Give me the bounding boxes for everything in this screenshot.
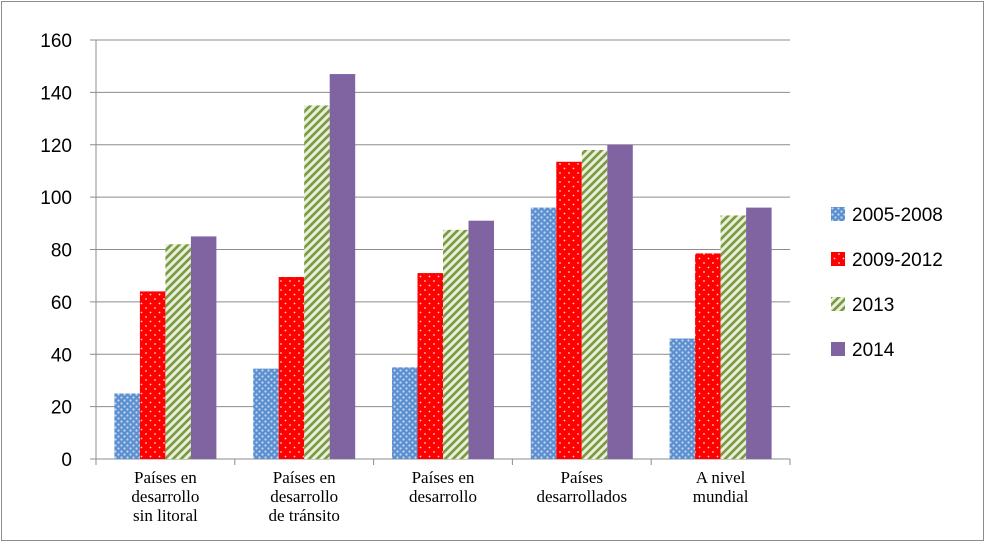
bar-2013-cat-0 <box>165 244 191 459</box>
y-tick-label: 40 <box>51 345 72 366</box>
legend-label: 2013 <box>852 295 894 316</box>
x-category-label: Países <box>561 468 604 487</box>
bar-2005-2008-cat-4 <box>669 338 696 459</box>
x-category-label: desarrollo <box>270 487 338 506</box>
bar-2009-2012-cat-1 <box>278 276 305 459</box>
y-tick-label: 80 <box>51 241 72 262</box>
x-category-label: desarrollo <box>409 487 477 506</box>
y-tick-label: 20 <box>51 398 72 419</box>
bar-2013-cat-2 <box>443 229 469 459</box>
bar-2014-cat-2 <box>468 220 494 459</box>
bar-2014-cat-1 <box>329 74 356 459</box>
legend-swatch <box>831 252 845 266</box>
bars <box>114 74 772 460</box>
y-tick-label: 0 <box>61 450 72 471</box>
bar-2009-2012-cat-0 <box>139 291 166 459</box>
x-category-label: sin litoral <box>133 506 198 525</box>
bar-2009-2012-cat-4 <box>695 253 721 459</box>
legend-swatch <box>831 207 845 221</box>
x-category-label: desarrollados <box>536 487 627 506</box>
y-tick-label: 60 <box>51 293 72 314</box>
x-category-label: A nivel <box>696 468 746 487</box>
x-category-label: de tránsito <box>269 506 340 525</box>
bar-2009-2012-cat-2 <box>417 273 443 459</box>
legend: 2005-2008 2009-2012 2013 2014 <box>831 205 943 361</box>
bar-2014-cat-4 <box>746 207 772 459</box>
y-tick-label: 160 <box>40 31 72 52</box>
bar-2014-cat-0 <box>190 236 217 459</box>
legend-label: 2005-2008 <box>852 205 943 226</box>
legend-swatch <box>831 342 845 356</box>
bar-2013-cat-4 <box>720 215 747 459</box>
x-category-label: mundial <box>693 487 749 506</box>
x-category-label: Países en <box>412 468 475 487</box>
legend-label: 2014 <box>852 340 895 361</box>
bar-2009-2012-cat-3 <box>556 161 582 459</box>
y-tick-label: 120 <box>40 136 72 157</box>
bar-2013-cat-3 <box>581 149 608 460</box>
x-category-label: Países en <box>273 468 336 487</box>
bar-2014-cat-3 <box>607 144 633 459</box>
y-tick-labels: 0 20 40 60 80 100 120 140 160 <box>40 31 72 471</box>
bar-2005-2008-cat-0 <box>114 393 140 459</box>
bar-2005-2008-cat-2 <box>392 367 418 459</box>
bar-2013-cat-1 <box>304 105 330 459</box>
y-tick-label: 100 <box>40 188 72 209</box>
legend-label: 2009-2012 <box>852 250 943 271</box>
legend-swatch <box>831 297 845 311</box>
x-category-label: Países en <box>134 468 197 487</box>
y-tick-label: 140 <box>40 83 72 104</box>
bar-2005-2008-cat-3 <box>530 207 557 459</box>
x-category-label: desarrollo <box>131 487 199 506</box>
bar-2005-2008-cat-1 <box>253 368 279 459</box>
